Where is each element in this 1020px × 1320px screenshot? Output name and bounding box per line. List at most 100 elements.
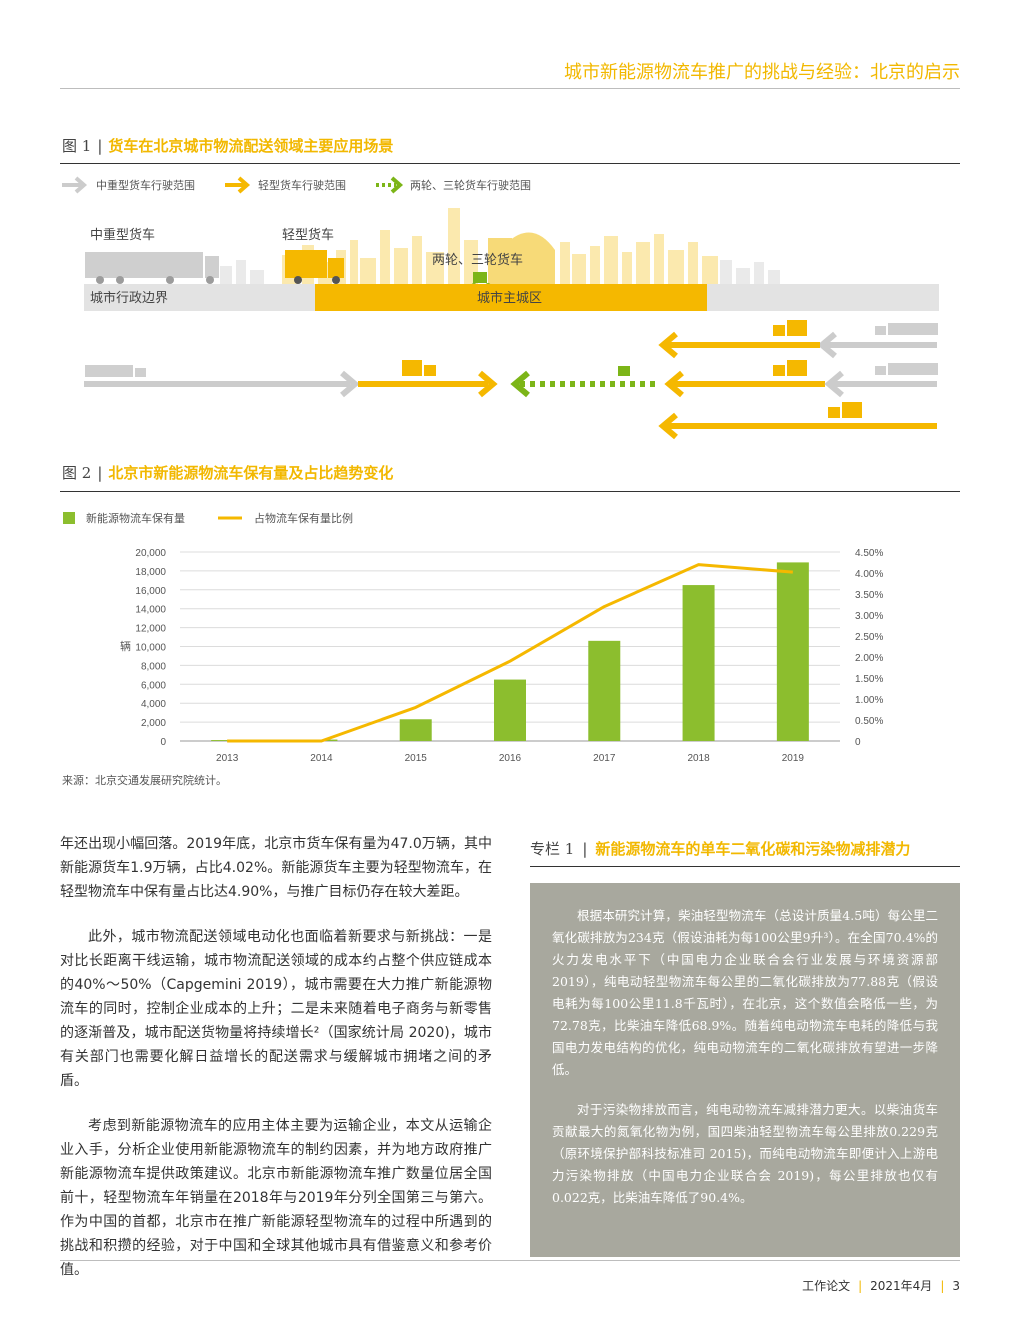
box-rule: [530, 866, 960, 867]
figure2-heading: 图 2 | 北京市新能源物流车保有量及占比趋势变化: [62, 462, 393, 483]
footer-separator-2: |: [940, 1279, 945, 1293]
page-number: 3: [952, 1279, 960, 1293]
y-tick-label: 16,000: [135, 586, 166, 597]
row2-light-truck-icon: [402, 360, 436, 376]
figure1-legend: 中重型货车行驶范围 轻型货车行驶范围 两轮、三轮货车行驶范围: [62, 176, 531, 194]
y2-tick-label: 3.00%: [855, 611, 883, 622]
y2-tick-label: 2.00%: [855, 653, 883, 664]
row2-heavy-truck-icon-left: [85, 365, 146, 377]
bar: [588, 640, 621, 741]
row2-light-truck-icon-right: [773, 360, 807, 376]
y-tick-label: 2,000: [141, 718, 166, 729]
figure2-separator: |: [97, 464, 103, 482]
figure1-diagram: 中重型货车行驶范围 轻型货车行驶范围 两轮、三轮货车行驶范围: [62, 176, 939, 440]
x-axis-ticks: 2013 2014 2015 2016 2017 2018 2019: [216, 753, 804, 764]
figure2-source: 来源：北京交通发展研究院统计。: [62, 774, 227, 787]
bar: [776, 562, 809, 741]
y-tick-label: 14,000: [135, 605, 166, 616]
body-paragraph-3: 考虑到新能源物流车的应用主体主要为运输企业，本文从运输企业入手，分析企业使用新能…: [60, 1118, 492, 1278]
y-tick-label: 10,000: [135, 643, 166, 654]
y-tick-label: 6,000: [141, 680, 166, 691]
box-text: 根据本研究计算，柴油轻型物流车（总设计质量4.5吨）每公里二氧化碳排放为234克…: [552, 905, 938, 1227]
city-core-band: [315, 284, 707, 311]
y2-tick-label: 3.50%: [855, 590, 883, 601]
y2-tick-label: 0.50%: [855, 716, 883, 727]
y-tick-label: 0: [160, 737, 166, 748]
legend-light-label: 轻型货车行驶范围: [258, 178, 346, 192]
box-paragraph-1: 根据本研究计算，柴油轻型物流车（总设计质量4.5吨）每公里二氧化碳排放为234克…: [552, 908, 938, 1077]
box-paragraph-2: 对于污染物排放而言，纯电动物流车减排潜力更大。以柴油货车贡献最大的氮氧化物为例，…: [552, 1102, 938, 1205]
legend-small-arrow: [376, 176, 404, 194]
share-line: [227, 563, 793, 743]
x-tick-label: 2016: [499, 753, 522, 764]
y2-tick-label: 0: [855, 737, 861, 748]
legend-small-label: 两轮、三轮货车行驶范围: [410, 178, 531, 192]
route-row-2: [84, 360, 938, 398]
figure2-number: 图 2: [62, 464, 92, 482]
footer-divider: [60, 1260, 960, 1261]
x-tick-label: 2014: [310, 753, 333, 764]
figure1-rule: [60, 163, 960, 164]
y-tick-label: 12,000: [135, 624, 166, 635]
bar: [494, 679, 526, 741]
box-separator: |: [582, 840, 588, 858]
x-tick-label: 2015: [405, 753, 428, 764]
figure2-chart: 新能源物流车保有量 占物流车保有量比例 辆 0 2,000 4,000 6,000 8,…: [63, 511, 883, 764]
legend-heavy-label: 中重型货车行驶范围: [96, 178, 195, 192]
body-paragraph-2: 此外，城市物流配送领域电动化也面临着新要求与新挑战：一是对比长距离干线运输，城市…: [60, 929, 492, 1089]
chart-gridlines: [180, 551, 840, 742]
legend-bar-swatch: [63, 512, 75, 524]
row3-light-truck-icon: [828, 402, 862, 418]
bar-series: [211, 562, 809, 741]
body-paragraph-1: 年还出现小幅回落。2019年底，北京市货车保有量为47.0万辆，其中新能源货车1…: [60, 836, 492, 900]
right-axis-ticks: 0 0.50% 1.00% 1.50% 2.00% 2.50% 3.00% 3.50% 4.00…: [855, 548, 883, 748]
running-header: 城市新能源物流车推广的挑战与经验：北京的启示: [564, 62, 960, 83]
bar: [682, 585, 715, 741]
box-panel: [530, 883, 960, 1257]
left-axis-ticks: 0 2,000 4,000 6,000 8,000 10,000 12,000 14,000 1…: [135, 548, 166, 748]
y2-tick-label: 1.00%: [855, 695, 883, 706]
page-footer: 工作论文 | 2021年4月 | 3: [802, 1277, 960, 1294]
x-tick-label: 2019: [782, 753, 805, 764]
legend-light-arrow: [225, 176, 251, 194]
y-axis-label: 辆: [120, 639, 131, 653]
legend-line-label: 占物流车保有量比例: [254, 511, 353, 525]
row2-heavy-truck-icon-right: [875, 363, 938, 375]
figure1-number: 图 1: [62, 137, 92, 155]
route-row-3: [658, 402, 937, 440]
header-divider: [60, 88, 960, 89]
footer-separator-1: |: [858, 1279, 863, 1293]
x-tick-label: 2013: [216, 753, 239, 764]
y-tick-label: 4,000: [141, 699, 166, 710]
row1-light-truck-icon: [773, 320, 807, 336]
y2-tick-label: 1.50%: [855, 674, 883, 685]
figure1-heading: 图 1 | 货车在北京城市物流配送领域主要应用场景: [62, 135, 393, 156]
light-truck-icon: [285, 250, 344, 284]
box-number: 专栏 1: [530, 840, 575, 858]
row1-heavy-truck-icon: [875, 323, 938, 335]
line-series: [227, 563, 793, 743]
footer-label: 工作论文: [802, 1279, 851, 1293]
y2-tick-label: 4.00%: [855, 569, 883, 580]
x-tick-label: 2017: [593, 753, 616, 764]
figure1-title: 货车在北京城市物流配送领域主要应用场景: [108, 137, 394, 155]
city-core-label: 城市主城区: [477, 290, 542, 305]
heavy-truck-icon: [85, 252, 219, 284]
body-text: 年还出现小幅回落。2019年底，北京市货车保有量为47.0万辆，其中新能源货车1…: [60, 832, 492, 1303]
box-heading: 专栏 1 | 新能源物流车的单车二氧化碳和污染物减排潜力: [530, 838, 910, 859]
city-boundary-label: 城市行政边界: [90, 290, 168, 305]
legend-bar-label: 新能源物流车保有量: [86, 511, 185, 525]
y2-tick-label: 2.50%: [855, 632, 883, 643]
y2-tick-label: 4.50%: [855, 548, 883, 559]
y-tick-label: 8,000: [141, 661, 166, 672]
figure2-title: 北京市新能源物流车保有量及占比趋势变化: [108, 464, 394, 482]
legend-heavy-arrow: [62, 176, 88, 194]
heavy-truck-label: 中重型货车: [90, 227, 155, 242]
footer-date: 2021年4月: [870, 1279, 933, 1293]
figure1-separator: |: [97, 137, 103, 155]
small-vehicle-label: 两轮、三轮货车: [432, 252, 523, 267]
row2-scooter-icon: [618, 366, 630, 376]
y-tick-label: 18,000: [135, 567, 166, 578]
box-title: 新能源物流车的单车二氧化碳和污染物减排潜力: [595, 840, 911, 858]
light-truck-label: 轻型货车: [282, 227, 334, 242]
